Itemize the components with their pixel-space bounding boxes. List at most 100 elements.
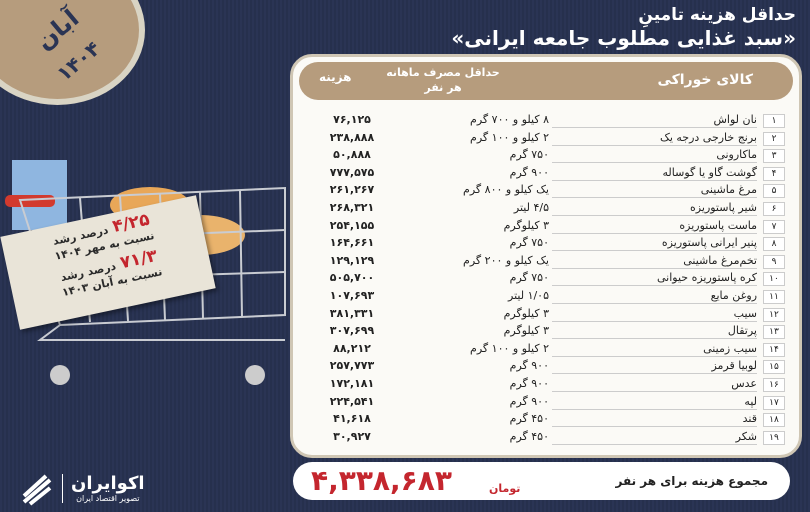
row-cost: ۲۳۸,۸۸۸ bbox=[329, 130, 375, 144]
row-cost: ۳۰,۹۲۷ bbox=[333, 429, 371, 443]
table-row: ۱۲ سیب ۳ کیلوگرم ۳۸۱,۳۳۱ bbox=[293, 306, 799, 324]
table-row: ۲ برنج خارجی درجه یک ۲ کیلو و ۱۰۰ گرم ۲۳… bbox=[293, 130, 799, 148]
row-number: ۱۹ bbox=[763, 430, 785, 445]
row-cost: ۱۲۹,۱۲۹ bbox=[329, 253, 375, 267]
row-item-name: نان لواش bbox=[552, 113, 757, 128]
row-number: ۱۵ bbox=[763, 360, 785, 375]
row-consumption: ۴۵۰ گرم bbox=[509, 429, 549, 443]
row-number: ۴ bbox=[763, 166, 785, 181]
table-row: ۱۱ روغن مایع ۱/۰۵ لیتر ۱۰۷,۶۹۳ bbox=[293, 288, 799, 306]
row-item-name: کره پاستوریزه حیوانی bbox=[552, 271, 757, 287]
table-row: ۱۷ لپه ۹۰۰ گرم ۲۲۴,۵۴۱ bbox=[293, 394, 799, 412]
table-row: ۳ ماکارونی ۷۵۰ گرم ۵۰,۸۸۸ bbox=[293, 147, 799, 165]
row-number: ۵ bbox=[763, 184, 785, 199]
total-label: مجموع هزینه برای هر نفر bbox=[615, 474, 769, 488]
row-consumption: ۹۰۰ گرم bbox=[509, 359, 549, 373]
row-number: ۱۷ bbox=[763, 395, 785, 410]
row-number: ۱۱ bbox=[763, 289, 785, 304]
logo-name: اکوایران bbox=[71, 472, 145, 494]
row-item-name: مرغ ماشینی bbox=[552, 183, 757, 199]
table-row: ۱ نان لواش ۸ کیلو و ۷۰۰ گرم ۷۶,۱۲۵ bbox=[293, 112, 799, 130]
row-item-name: پرتقال bbox=[552, 324, 757, 340]
row-number: ۱۸ bbox=[763, 413, 785, 428]
row-number: ۳ bbox=[763, 149, 785, 164]
table-row: ۵ مرغ ماشینی یک کیلو و ۸۰۰ گرم ۲۶۱,۲۶۷ bbox=[293, 182, 799, 200]
row-number: ۱۲ bbox=[763, 307, 785, 322]
row-consumption: ۷۵۰ گرم bbox=[509, 271, 549, 285]
row-consumption: ۷۵۰ گرم bbox=[509, 236, 549, 250]
row-consumption: ۹۰۰ گرم bbox=[509, 376, 549, 390]
row-cost: ۲۲۴,۵۴۱ bbox=[329, 394, 375, 408]
cart-wheel bbox=[50, 365, 70, 385]
row-number: ۶ bbox=[763, 201, 785, 216]
row-number: ۷ bbox=[763, 219, 785, 234]
row-cost: ۱۶۴,۶۶۱ bbox=[329, 236, 375, 250]
row-number: ۸ bbox=[763, 237, 785, 252]
table-row: ۴ گوشت گاو یا گوساله ۹۰۰ گرم ۷۷۷,۵۷۵ bbox=[293, 165, 799, 183]
row-item-name: گوشت گاو یا گوساله bbox=[552, 166, 757, 181]
row-consumption: ۳ کیلوگرم bbox=[503, 218, 549, 232]
row-cost: ۵۰,۸۸۸ bbox=[333, 148, 371, 162]
row-consumption: ۹۰۰ گرم bbox=[509, 394, 549, 408]
table-row: ۱۳ پرتقال ۳ کیلوگرم ۳۰۷,۶۹۹ bbox=[293, 323, 799, 341]
ecoiran-logo-icon bbox=[22, 474, 52, 506]
table-row: ۶ شیر پاستوریزه ۴/۵ لیتر ۲۶۸,۳۲۱ bbox=[293, 200, 799, 218]
row-item-name: تخم‌مرغ ماشینی bbox=[552, 254, 757, 269]
table-row: ۱۶ عدس ۹۰۰ گرم ۱۷۲,۱۸۱ bbox=[293, 376, 799, 394]
row-cost: ۷۶,۱۲۵ bbox=[333, 113, 371, 126]
row-number: ۹ bbox=[763, 254, 785, 269]
row-cost: ۱۷۲,۱۸۱ bbox=[329, 376, 375, 390]
table-row: ۱۹ شکر ۴۵۰ گرم ۳۰,۹۲۷ bbox=[293, 429, 799, 447]
table-row: ۸ پنیر ایرانی پاستوریزه ۷۵۰ گرم ۱۶۴,۶۶۱ bbox=[293, 235, 799, 253]
row-item-name: ماست پاستوریزه bbox=[552, 219, 757, 234]
total-unit: تومان bbox=[489, 482, 521, 495]
title-line2: «سبد غذایی مطلوب جامعه ایرانی» bbox=[451, 26, 796, 50]
row-consumption: ۱/۰۵ لیتر bbox=[508, 288, 549, 302]
row-cost: ۲۶۱,۲۶۷ bbox=[329, 183, 375, 197]
row-item-name: روغن مایع bbox=[552, 289, 757, 304]
row-item-name: شیر پاستوریزه bbox=[552, 201, 757, 216]
table-row: ۱۰ کره پاستوریزه حیوانی ۷۵۰ گرم ۵۰۵,۷۰۰ bbox=[293, 270, 799, 288]
row-cost: ۲۶۸,۳۲۱ bbox=[329, 200, 375, 214]
row-item-name: سیب زمینی bbox=[552, 342, 757, 357]
row-consumption: ۴۵۰ گرم bbox=[509, 412, 549, 426]
row-number: ۱۳ bbox=[763, 325, 785, 340]
row-consumption: ۲ کیلو و ۱۰۰ گرم bbox=[470, 130, 549, 144]
row-item-name: برنج خارجی درجه یک bbox=[552, 131, 757, 146]
row-consumption: ۳ کیلوگرم bbox=[503, 324, 549, 338]
table-body: ۱ نان لواش ۸ کیلو و ۷۰۰ گرم ۷۶,۱۲۵ ۲ برنج… bbox=[293, 112, 799, 446]
row-item-name: عدس bbox=[552, 377, 757, 392]
row-consumption: ۳ کیلوگرم bbox=[503, 306, 549, 320]
row-number: ۱ bbox=[763, 114, 785, 128]
row-item-name: سیب bbox=[552, 307, 757, 322]
total-value: ۴,۳۳۸,۶۸۳ bbox=[311, 464, 452, 497]
table-row: ۱۴ سیب زمینی ۲ کیلو و ۱۰۰ گرم ۸۸,۲۱۲ bbox=[293, 341, 799, 359]
header-cost: هزینه bbox=[319, 70, 352, 84]
row-cost: ۴۱,۶۱۸ bbox=[333, 412, 371, 426]
row-cost: ۵۰۵,۷۰۰ bbox=[329, 271, 375, 285]
logo-tagline: تصویر اقتصاد ایران bbox=[76, 493, 140, 503]
row-item-name: ماکارونی bbox=[552, 148, 757, 164]
cart-wheel bbox=[245, 365, 265, 385]
header-consumption: حداقل مصرف ماهانه هر نفر bbox=[386, 66, 500, 94]
row-consumption: ۴/۵ لیتر bbox=[513, 200, 549, 214]
row-number: ۱۶ bbox=[763, 377, 785, 392]
row-consumption: یک کیلو و ۲۰۰ گرم bbox=[463, 253, 549, 267]
row-cost: ۸۸,۲۱۲ bbox=[333, 341, 371, 355]
row-cost: ۱۰۷,۶۹۳ bbox=[329, 288, 375, 302]
row-cost: ۲۵۷,۷۷۳ bbox=[329, 359, 375, 373]
row-cost: ۳۸۱,۳۳۱ bbox=[329, 306, 375, 320]
food-basket-table: کالای خوراکی حداقل مصرف ماهانه هر نفر هز… bbox=[290, 54, 802, 458]
table-row: ۱۸ قند ۴۵۰ گرم ۴۱,۶۱۸ bbox=[293, 411, 799, 429]
row-consumption: ۷۵۰ گرم bbox=[509, 148, 549, 162]
table-row: ۷ ماست پاستوریزه ۳ کیلوگرم ۲۵۴,۱۵۵ bbox=[293, 218, 799, 236]
row-item-name: لپه bbox=[552, 395, 757, 410]
row-number: ۱۰ bbox=[763, 272, 785, 287]
row-consumption: ۸ کیلو و ۷۰۰ گرم bbox=[470, 113, 549, 126]
row-cost: ۲۵۴,۱۵۵ bbox=[329, 218, 375, 232]
table-header: کالای خوراکی حداقل مصرف ماهانه هر نفر هز… bbox=[299, 62, 793, 100]
table-row: ۱۵ لوبیا قرمز ۹۰۰ گرم ۲۵۷,۷۷۳ bbox=[293, 358, 799, 376]
total-bar: مجموع هزینه برای هر نفر تومان ۴,۳۳۸,۶۸۳ bbox=[293, 462, 790, 500]
title-line1: حداقل هزینه تامینِ bbox=[638, 5, 796, 25]
table-row: ۹ تخم‌مرغ ماشینی یک کیلو و ۲۰۰ گرم ۱۲۹,۱… bbox=[293, 253, 799, 271]
